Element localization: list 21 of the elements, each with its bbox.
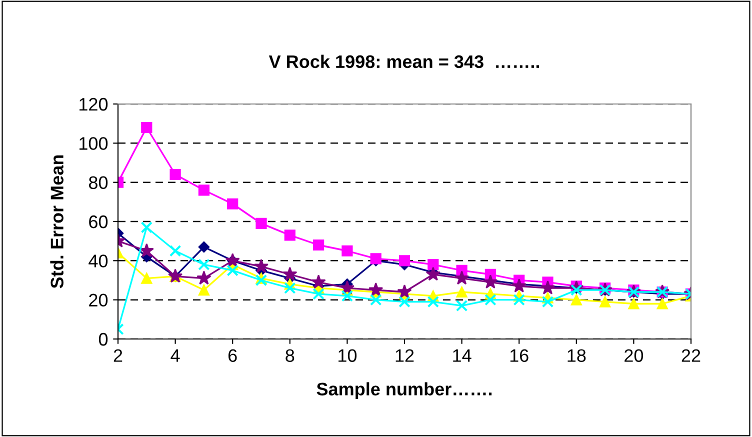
y-tick-label: 120 <box>80 98 108 111</box>
x-tick-label: 18 <box>568 349 586 362</box>
x-tick-label: 4 <box>170 349 180 362</box>
y-tick-label: 80 <box>88 176 108 190</box>
x-tick-label: 14 <box>453 349 472 362</box>
x-tick-label: 12 <box>396 349 414 362</box>
y-tick-label: 40 <box>88 254 108 268</box>
x-axis-title: Sample number……. <box>316 382 492 400</box>
y-axis-title: Std. Error Mean <box>50 155 64 288</box>
x-tick-label: 6 <box>228 349 237 362</box>
y-tick-label: 100 <box>80 137 108 150</box>
y-tick-label: 20 <box>89 294 108 307</box>
x-tick-label: 10 <box>338 349 357 362</box>
y-tick-label: 0 <box>98 332 108 346</box>
x-tick-label: 8 <box>286 349 294 362</box>
y-tick-label: 60 <box>89 215 108 228</box>
chart-title: V Rock 1998: mean = 343 …….. <box>268 54 539 68</box>
x-tick-label: 2 <box>114 349 122 362</box>
x-tick-label: 16 <box>510 349 528 362</box>
x-tick-label: 20 <box>624 349 644 362</box>
x-tick-label: 22 <box>682 349 700 362</box>
